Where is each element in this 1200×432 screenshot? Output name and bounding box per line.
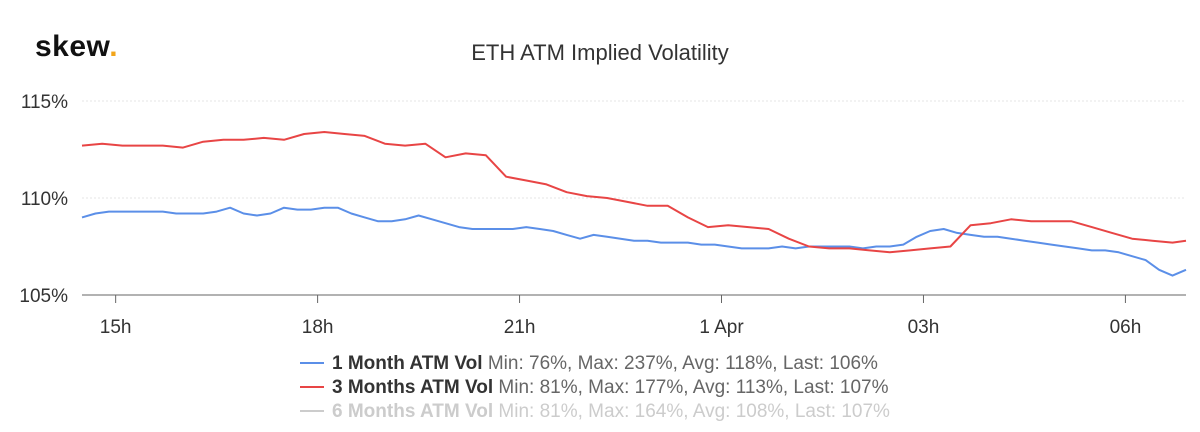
legend-name-3-months: 3 Months ATM Vol xyxy=(332,377,494,398)
grid-lines xyxy=(82,100,1186,296)
legend-swatch-1-month xyxy=(300,361,324,364)
legend-swatch-3-months xyxy=(300,385,324,388)
legend-stats-3-months: Min: 81%, Max: 177%, Avg: 113%, Last: 10… xyxy=(498,377,889,398)
legend-swatch-6-months xyxy=(300,409,324,412)
legend-stats-1-month: Min: 76%, Max: 237%, Avg: 118%, Last: 10… xyxy=(487,353,878,374)
legend-item-1-month[interactable]: 1 Month ATM Vol Min: 76%, Max: 237%, Avg… xyxy=(300,352,890,376)
x-axis: 15h 18h 21h 1 Apr 03h 06h xyxy=(82,294,1186,338)
x-tick-label-2: 21h xyxy=(504,317,536,338)
x-tick-label-5: 06h xyxy=(1110,317,1142,338)
chart-title: ETH ATM Implied Volatility xyxy=(471,40,729,65)
legend-name-1-month: 1 Month ATM Vol xyxy=(332,353,483,374)
skew-logo: skew. xyxy=(35,30,118,64)
legend-name-6-months: 6 Months ATM Vol xyxy=(332,401,494,422)
legend-item-3-months[interactable]: 3 Months ATM Vol Min: 81%, Max: 177%, Av… xyxy=(300,376,890,400)
y-tick-label-115: 115% xyxy=(21,92,68,113)
y-tick-label-110: 110% xyxy=(21,189,68,210)
y-axis: 105% 110% 115% xyxy=(19,92,68,307)
legend-stats-6-months: Min: 81%, Max: 164%, Avg: 108%, Last: 10… xyxy=(498,401,890,422)
x-tick-label-1: 18h xyxy=(302,317,334,338)
y-tick-label-105: 105% xyxy=(19,286,68,307)
x-tick-label-4: 03h xyxy=(908,317,940,338)
series-line-1 xyxy=(81,131,1187,254)
legend: 1 Month ATM Vol Min: 76%, Max: 237%, Avg… xyxy=(300,352,890,424)
logo-dot: . xyxy=(109,30,119,63)
line-chart: 105% 110% 115% 15h 18h 21h 1 Apr 03h 06h xyxy=(19,92,1187,338)
x-tick-label-3: 1 Apr xyxy=(699,317,744,338)
series-lines xyxy=(81,131,1187,277)
legend-item-6-months[interactable]: 6 Months ATM Vol Min: 81%, Max: 164%, Av… xyxy=(300,400,890,424)
x-tick-label-0: 15h xyxy=(100,317,132,338)
logo-text: skew xyxy=(35,30,110,63)
series-line-0 xyxy=(81,206,1187,277)
